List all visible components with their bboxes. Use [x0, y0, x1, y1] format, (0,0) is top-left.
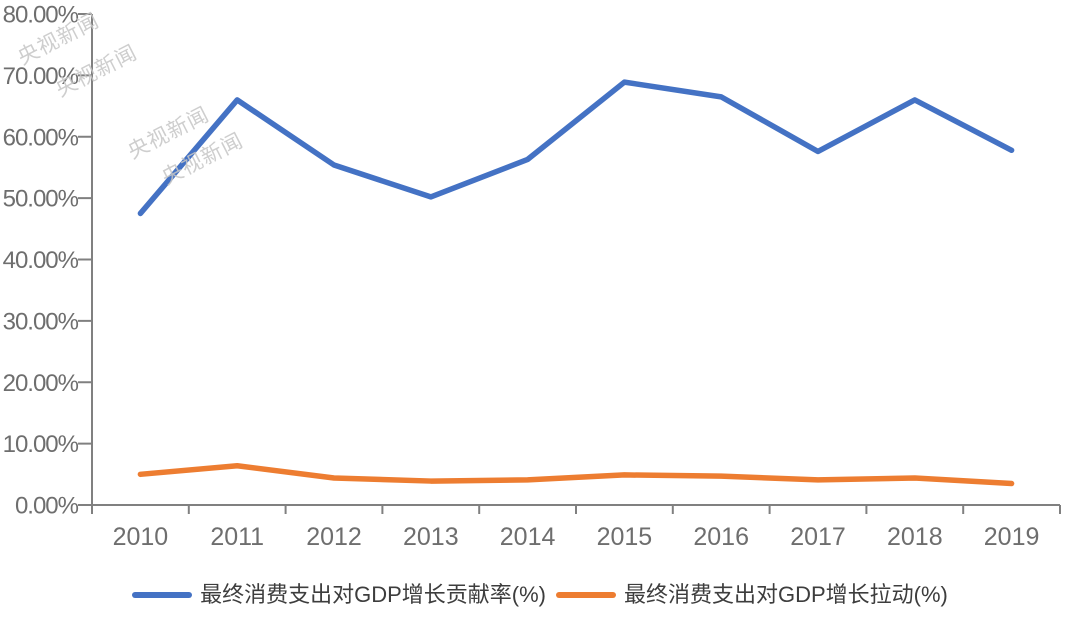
legend-label: 最终消费支出对GDP增长拉动(%): [624, 582, 948, 607]
y-tick-label: 80.00%: [3, 2, 79, 29]
axis-lines: [91, 14, 1060, 506]
x-tick-label: 2012: [306, 523, 362, 551]
y-tick-label: 40.00%: [3, 247, 79, 274]
x-tick-label: 2014: [500, 523, 556, 551]
series-line-0: [137, 79, 1015, 217]
x-tick-label: 2019: [984, 523, 1040, 551]
x-tick-label: 2018: [887, 523, 943, 551]
x-tick-label: 2010: [113, 523, 169, 551]
chart-legend: 最终消费支出对GDP增长贡献率(%) 最终消费支出对GDP增长拉动(%): [0, 578, 1080, 612]
x-tick-label: 2013: [403, 523, 459, 551]
legend-swatch-blue-line: [132, 592, 193, 598]
y-tick-label: 10.00%: [3, 431, 79, 458]
y-tick-label: 0.00%: [15, 493, 79, 520]
x-tick-label: 2015: [597, 523, 653, 551]
x-tick-label: 2016: [693, 523, 749, 551]
y-tick-label: 30.00%: [3, 308, 79, 335]
legend-item-pull: 最终消费支出对GDP增长拉动(%): [556, 584, 948, 606]
legend-swatch-orange-line: [556, 592, 616, 598]
legend-item-contribution-rate: 最终消费支出对GDP增长贡献率(%): [132, 584, 546, 606]
plot-area: 0.00% 10.00% 20.00% 30.00% 40.00% 50.00% 60.00…: [3, 2, 1061, 551]
legend-label: 最终消费支出对GDP增长贡献率(%): [200, 582, 546, 607]
y-tick-label: 50.00%: [3, 186, 79, 213]
y-tick-label: 60.00%: [3, 124, 79, 151]
y-tick-label: 70.00%: [3, 63, 79, 90]
x-tick-label: 2011: [210, 523, 264, 551]
y-tick-label: 20.00%: [3, 370, 79, 397]
series-line-1: [137, 462, 1015, 487]
x-tick-label: 2017: [790, 523, 846, 551]
